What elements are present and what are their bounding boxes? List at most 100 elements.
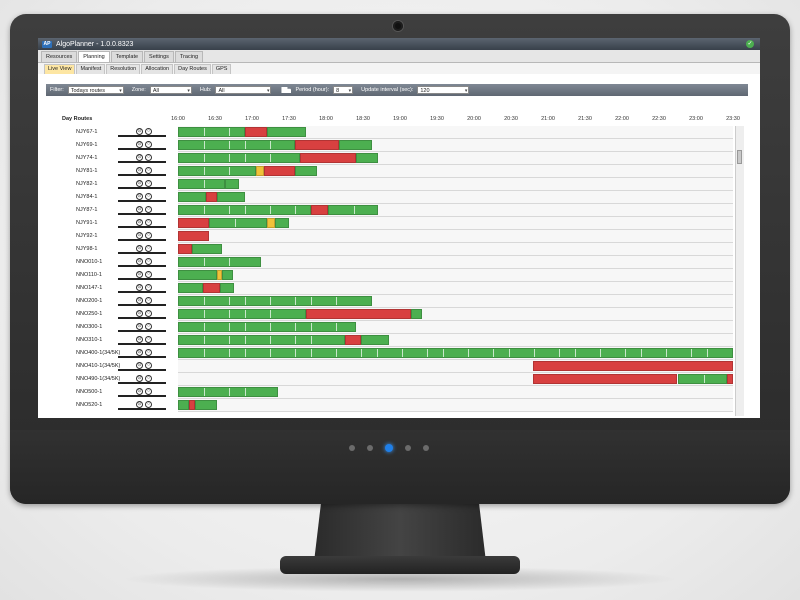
subtab-allocation[interactable]: Allocation <box>141 63 174 74</box>
route-name[interactable]: NNO310-1 <box>76 337 103 343</box>
status-ok-icon[interactable]: ✓ <box>746 40 754 48</box>
route-segment[interactable] <box>216 192 245 202</box>
route-segment[interactable] <box>305 309 412 319</box>
route-segment[interactable] <box>202 283 220 293</box>
route-info-icon[interactable]: ○ <box>145 284 152 291</box>
zone-select[interactable]: All ▾ <box>149 86 192 94</box>
route-segment[interactable] <box>178 387 278 397</box>
route-segment[interactable] <box>327 205 378 215</box>
pager-dot[interactable] <box>367 445 373 451</box>
route-info-icon[interactable]: ○ <box>145 310 152 317</box>
route-segment[interactable] <box>361 335 389 345</box>
scrollbar-thumb[interactable] <box>737 150 742 164</box>
route-segment[interactable] <box>178 166 256 176</box>
route-name[interactable]: NJY91-1 <box>76 220 98 226</box>
route-name[interactable]: NNO010-1 <box>76 259 103 265</box>
route-name[interactable]: NJY74-1 <box>76 155 98 161</box>
route-segment[interactable] <box>178 179 226 189</box>
route-name[interactable]: NNO200-1 <box>76 298 103 304</box>
route-name[interactable]: NNO110-1 <box>76 272 102 278</box>
route-view-icon[interactable]: ⊙ <box>136 232 143 239</box>
interval-select[interactable]: 120 ▾ <box>417 86 470 94</box>
route-info-icon[interactable]: ○ <box>145 206 152 213</box>
subtab-resolution[interactable]: Resolution <box>106 63 141 74</box>
tab-settings[interactable]: Settings <box>144 51 174 62</box>
route-segment[interactable] <box>178 192 206 202</box>
route-view-icon[interactable]: ⊙ <box>136 245 143 252</box>
route-name[interactable]: NJY81-1 <box>76 168 98 174</box>
route-view-icon[interactable]: ⊙ <box>136 336 143 343</box>
route-segment[interactable] <box>178 244 192 254</box>
route-segment[interactable] <box>205 192 217 202</box>
subtab-day-routes[interactable]: Day Routes <box>174 63 211 74</box>
route-info-icon[interactable]: ○ <box>145 167 152 174</box>
route-segment[interactable] <box>264 166 295 176</box>
route-info-icon[interactable]: ○ <box>145 297 152 304</box>
route-name[interactable]: NNO490-1(34/5K) <box>76 376 121 382</box>
route-segment[interactable] <box>178 309 306 319</box>
route-segment[interactable] <box>178 270 217 280</box>
route-segment[interactable] <box>355 153 378 163</box>
route-name[interactable]: NNO147-1 <box>76 285 103 291</box>
tab-tracing[interactable]: Tracing <box>174 51 204 62</box>
route-view-icon[interactable]: ⊙ <box>136 180 143 187</box>
route-segment[interactable] <box>189 400 195 410</box>
route-segment[interactable] <box>225 179 240 189</box>
route-segment[interactable] <box>178 348 733 358</box>
route-segment[interactable] <box>244 127 267 137</box>
route-view-icon[interactable]: ⊙ <box>136 310 143 317</box>
pager-dot[interactable] <box>423 445 429 451</box>
route-info-icon[interactable]: ○ <box>145 193 152 200</box>
pager-dot-active[interactable] <box>385 444 393 452</box>
route-name[interactable]: NJY69-1 <box>76 142 98 148</box>
route-view-icon[interactable]: ⊙ <box>136 297 143 304</box>
route-view-icon[interactable]: ⊙ <box>136 284 143 291</box>
route-view-icon[interactable]: ⊙ <box>136 141 143 148</box>
route-view-icon[interactable]: ⊙ <box>136 219 143 226</box>
route-segment[interactable] <box>311 205 328 215</box>
route-view-icon[interactable]: ⊙ <box>136 349 143 356</box>
route-segment[interactable] <box>294 166 317 176</box>
route-name[interactable]: NJY82-1 <box>76 181 98 187</box>
route-segment[interactable] <box>533 374 678 384</box>
period-select[interactable]: 8 ▾ <box>333 86 354 94</box>
subtab-live-view[interactable]: Live View <box>44 63 76 74</box>
route-view-icon[interactable]: ⊙ <box>136 323 143 330</box>
route-segment[interactable] <box>178 218 209 228</box>
route-info-icon[interactable]: ○ <box>145 375 152 382</box>
route-name[interactable]: NJY92-1 <box>76 233 98 239</box>
route-view-icon[interactable]: ⊙ <box>136 375 143 382</box>
hub-select[interactable]: All ▾ <box>215 86 272 94</box>
vertical-scrollbar[interactable] <box>735 126 744 416</box>
route-segment[interactable] <box>178 140 295 150</box>
route-segment[interactable] <box>266 127 306 137</box>
route-info-icon[interactable]: ○ <box>145 336 152 343</box>
tab-template[interactable]: Template <box>110 51 144 62</box>
tab-planning[interactable]: Planning <box>78 51 110 62</box>
route-segment[interactable] <box>294 140 339 150</box>
route-info-icon[interactable]: ○ <box>145 180 152 187</box>
route-name[interactable]: NNO300-1 <box>76 324 103 330</box>
route-segment[interactable] <box>178 400 190 410</box>
route-segment[interactable] <box>178 127 245 137</box>
route-segment[interactable] <box>219 283 234 293</box>
route-info-icon[interactable]: ○ <box>145 232 152 239</box>
route-segment[interactable] <box>178 322 356 332</box>
route-view-icon[interactable]: ⊙ <box>136 401 143 408</box>
route-info-icon[interactable]: ○ <box>145 401 152 408</box>
route-info-icon[interactable]: ○ <box>145 271 152 278</box>
route-segment[interactable] <box>300 153 356 163</box>
route-info-icon[interactable]: ○ <box>145 258 152 265</box>
route-name[interactable]: NJY98-1 <box>76 246 98 252</box>
route-segment[interactable] <box>178 231 209 241</box>
route-segment[interactable] <box>338 140 373 150</box>
route-info-icon[interactable]: ○ <box>145 388 152 395</box>
route-info-icon[interactable]: ○ <box>145 323 152 330</box>
route-segment[interactable] <box>194 400 217 410</box>
tab-resources[interactable]: Resources <box>41 51 78 62</box>
route-segment[interactable] <box>178 257 262 267</box>
route-name[interactable]: NNO520-1 <box>76 402 103 408</box>
route-info-icon[interactable]: ○ <box>145 141 152 148</box>
route-view-icon[interactable]: ⊙ <box>136 388 143 395</box>
route-name[interactable]: NJY87-1 <box>76 207 98 213</box>
